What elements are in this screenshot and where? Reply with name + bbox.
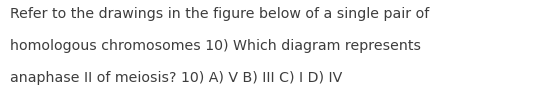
- Text: homologous chromosomes 10) Which diagram represents: homologous chromosomes 10) Which diagram…: [10, 39, 421, 53]
- Text: Refer to the drawings in the figure below of a single pair of: Refer to the drawings in the figure belo…: [10, 7, 429, 21]
- Text: anaphase II of meiosis? 10) A) V B) III C) I D) IV: anaphase II of meiosis? 10) A) V B) III …: [10, 71, 342, 85]
